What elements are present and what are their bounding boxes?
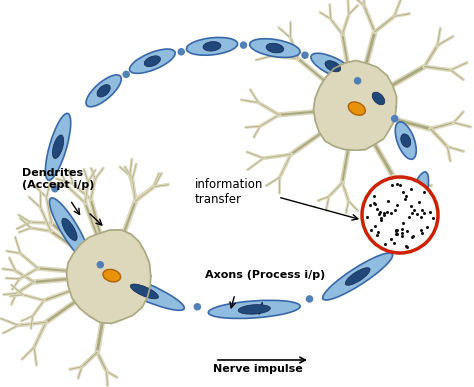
Circle shape: [97, 262, 103, 268]
Ellipse shape: [311, 53, 355, 79]
Circle shape: [362, 177, 438, 253]
Circle shape: [392, 116, 398, 122]
Ellipse shape: [372, 92, 385, 105]
Circle shape: [178, 49, 184, 55]
Ellipse shape: [130, 284, 158, 299]
Ellipse shape: [362, 82, 395, 115]
Ellipse shape: [401, 134, 411, 147]
Polygon shape: [66, 230, 151, 324]
Circle shape: [302, 52, 308, 58]
Text: information
transfer: information transfer: [195, 178, 264, 206]
Ellipse shape: [323, 253, 392, 300]
Ellipse shape: [325, 61, 341, 72]
Ellipse shape: [410, 194, 421, 217]
Circle shape: [194, 304, 201, 310]
Text: Dendrites
(Accept i/p): Dendrites (Accept i/p): [22, 168, 94, 190]
Circle shape: [52, 186, 58, 192]
Circle shape: [240, 42, 246, 48]
Ellipse shape: [97, 85, 110, 97]
Ellipse shape: [266, 43, 284, 53]
Ellipse shape: [250, 39, 300, 57]
Ellipse shape: [345, 268, 370, 285]
Ellipse shape: [348, 102, 365, 115]
Circle shape: [123, 71, 129, 77]
Ellipse shape: [46, 113, 71, 180]
Ellipse shape: [129, 49, 175, 74]
Circle shape: [306, 296, 312, 302]
Polygon shape: [313, 60, 397, 150]
Ellipse shape: [104, 272, 184, 310]
Ellipse shape: [238, 305, 270, 314]
Ellipse shape: [186, 38, 237, 55]
Ellipse shape: [86, 75, 121, 107]
Ellipse shape: [203, 41, 221, 51]
Text: Axons (Process i/p): Axons (Process i/p): [205, 270, 325, 280]
Ellipse shape: [208, 300, 300, 319]
Ellipse shape: [103, 269, 120, 282]
Ellipse shape: [402, 172, 428, 238]
Circle shape: [391, 241, 397, 247]
Ellipse shape: [49, 198, 90, 261]
Ellipse shape: [62, 218, 77, 241]
Ellipse shape: [53, 135, 64, 158]
Text: Nerve impulse: Nerve impulse: [213, 364, 303, 374]
Ellipse shape: [395, 122, 416, 159]
Ellipse shape: [144, 56, 161, 67]
Circle shape: [355, 78, 361, 84]
